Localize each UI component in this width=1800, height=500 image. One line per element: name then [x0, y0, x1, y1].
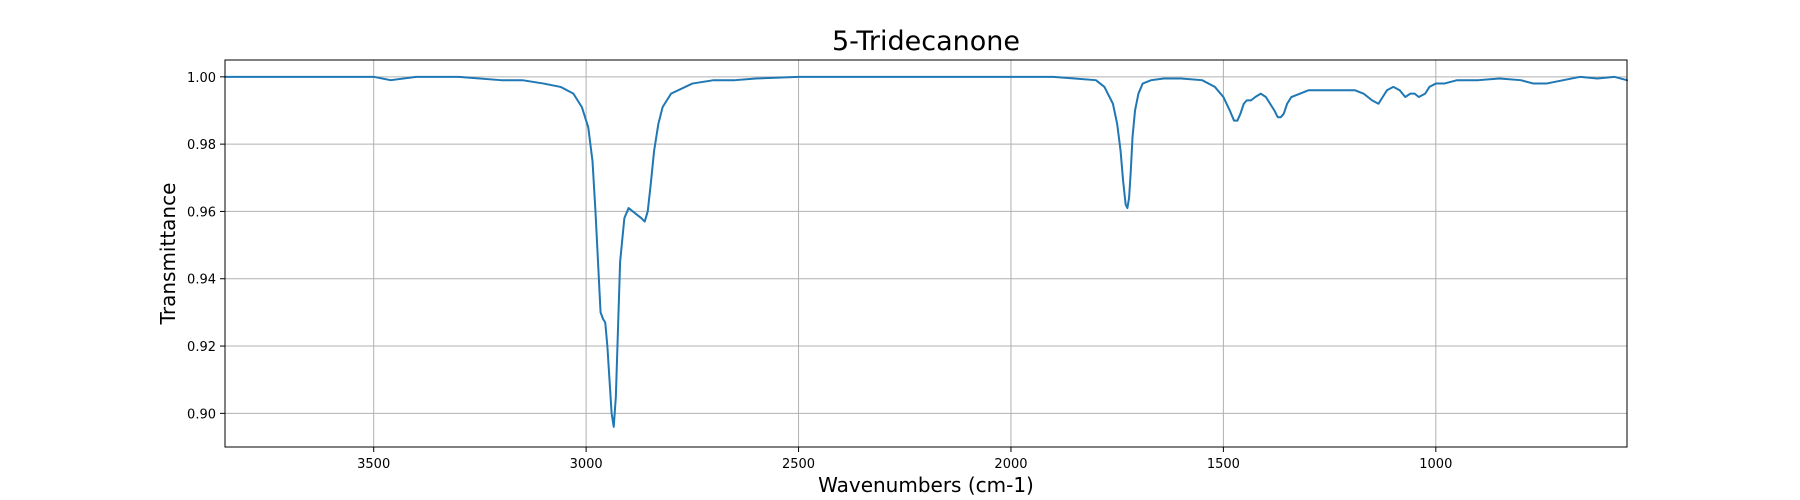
y-tick-label: 0.90 — [187, 407, 216, 422]
x-tick-label: 1000 — [1419, 457, 1452, 472]
x-axis-ticks: 3500 3000 2500 2000 1500 1000 — [357, 447, 1452, 472]
series-layer — [224, 75, 1628, 428]
plot-frame — [224, 59, 1628, 448]
x-tick-label: 1500 — [1207, 457, 1240, 472]
x-tick-label: 3500 — [357, 457, 390, 472]
x-tick-label: 2000 — [994, 457, 1027, 472]
y-tick-label: 0.94 — [187, 273, 216, 288]
y-axis-ticks: 0.90 0.92 0.94 0.96 0.98 1.00 — [187, 71, 225, 422]
transmittance-line — [224, 75, 1628, 428]
chart-title: 5-Tridecanone — [832, 26, 1020, 57]
y-tick-label: 1.00 — [187, 71, 216, 86]
y-tick-label: 0.92 — [187, 340, 216, 355]
x-tick-label: 3000 — [570, 457, 603, 472]
x-axis-label: Wavenumbers (cm-1) — [818, 473, 1034, 497]
y-tick-label: 0.96 — [187, 205, 216, 220]
x-tick-label: 2500 — [782, 457, 815, 472]
y-tick-label: 0.98 — [187, 138, 216, 153]
y-axis-label: Transmittance — [156, 183, 180, 326]
grid-lines — [225, 60, 1627, 447]
